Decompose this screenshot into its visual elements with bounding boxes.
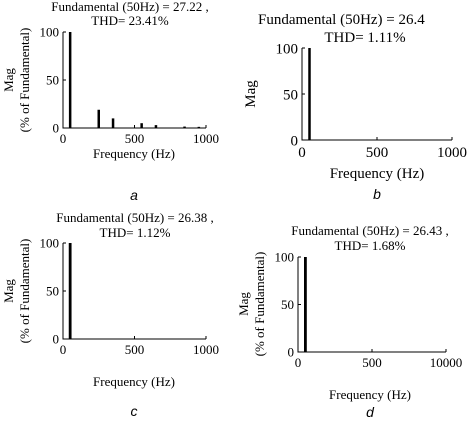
x-tick-label: 500 (125, 131, 145, 146)
chart-title-line2: THD= 1.68% (335, 238, 406, 253)
chart-title-line1: Fundamental (50Hz) = 26.43 , (291, 223, 449, 238)
panel-caption: c (131, 403, 138, 419)
x-axis-label: Frequency (Hz) (330, 166, 425, 182)
x-tick-label: 500 (125, 342, 145, 357)
y-tick-label: 50 (283, 87, 298, 103)
harmonic-bar (183, 126, 186, 128)
panel-b: Fundamental (50Hz) = 26.4 THD= 1.11% 0 50 10… (243, 12, 467, 202)
x-axis-label: Frequency (Hz) (93, 374, 175, 389)
harmonic-bar (308, 48, 311, 140)
panel-caption: a (130, 187, 138, 203)
chart-title-line2: THD= 1.11% (324, 30, 405, 46)
chart-title-line1: Fundamental (50Hz) = 26.38 , (56, 210, 214, 225)
y-tick-label: 0 (53, 121, 60, 136)
axis-lines (301, 48, 452, 141)
x-tick-label: 10000 (430, 355, 463, 370)
y-tick-label: 0 (288, 345, 295, 360)
chart-title-line1: Fundamental (50Hz) = 26.4 (258, 12, 425, 28)
x-axis-label: Frequency (Hz) (93, 146, 175, 161)
chart-title-line2: THD= 23.41% (91, 13, 169, 28)
y-axis-label-line1: Mag (1, 279, 16, 303)
y-tick-label: 100 (275, 250, 295, 265)
chart-title-line2: THD= 1.12% (100, 225, 171, 240)
x-tick-label: 500 (366, 145, 389, 161)
y-axis-label-line2: (% of Fundamental) (252, 252, 267, 357)
y-tick-label: 0 (53, 332, 60, 347)
y-tick-label: 100 (40, 25, 60, 40)
x-axis-label: Frequency (Hz) (329, 387, 411, 402)
x-tick-label: 1000 (437, 145, 467, 161)
harmonic-bar (197, 126, 201, 128)
y-tick-label: 50 (46, 73, 59, 88)
axis-lines (297, 257, 446, 353)
harmonic-bar (111, 118, 115, 128)
axis-lines (62, 243, 206, 340)
y-axis-label-line1: Mag (236, 292, 251, 316)
y-axis-label-line1: Mag (243, 80, 259, 108)
x-tick-label: 500 (362, 355, 382, 370)
y-tick-label: 50 (281, 297, 294, 312)
harmonic-bar (97, 109, 100, 128)
harmonic-bar (140, 123, 143, 128)
harmonic-bar (304, 257, 307, 352)
chart-title-line1: Fundamental (50Hz) = 27.22 , (51, 0, 209, 14)
harmonic-bar (68, 32, 72, 128)
panel-a: Fundamental (50Hz) = 27.22 ,THD= 23.41% 0… (1, 0, 219, 203)
panel-caption: b (373, 186, 381, 202)
x-tick-label: 0 (295, 355, 302, 370)
y-axis-label-line2: (% of Fundamental) (17, 28, 32, 133)
x-tick-label: 0 (60, 342, 67, 357)
y-tick-label: 50 (46, 284, 59, 299)
harmonic-bar (68, 243, 72, 339)
x-tick-label: 0 (298, 145, 306, 161)
y-tick-label: 100 (276, 41, 299, 57)
x-tick-label: 1000 (193, 131, 219, 146)
y-tick-label: 0 (291, 133, 299, 149)
panel-c: Fundamental (50Hz) = 26.38 ,THD= 1.12% 0 5… (1, 210, 219, 419)
panel-d: Fundamental (50Hz) = 26.43 ,THD= 1.68% 0 5… (236, 223, 462, 420)
x-tick-label: 1000 (193, 342, 219, 357)
y-axis-label-line1: Mag (1, 68, 16, 92)
axis-lines (62, 32, 206, 129)
x-tick-label: 0 (60, 131, 67, 146)
harmonic-bar (154, 125, 158, 128)
y-axis-label-line2: (% of Fundamental) (17, 239, 32, 344)
y-tick-label: 100 (40, 236, 60, 251)
panel-caption: d (366, 404, 375, 420)
